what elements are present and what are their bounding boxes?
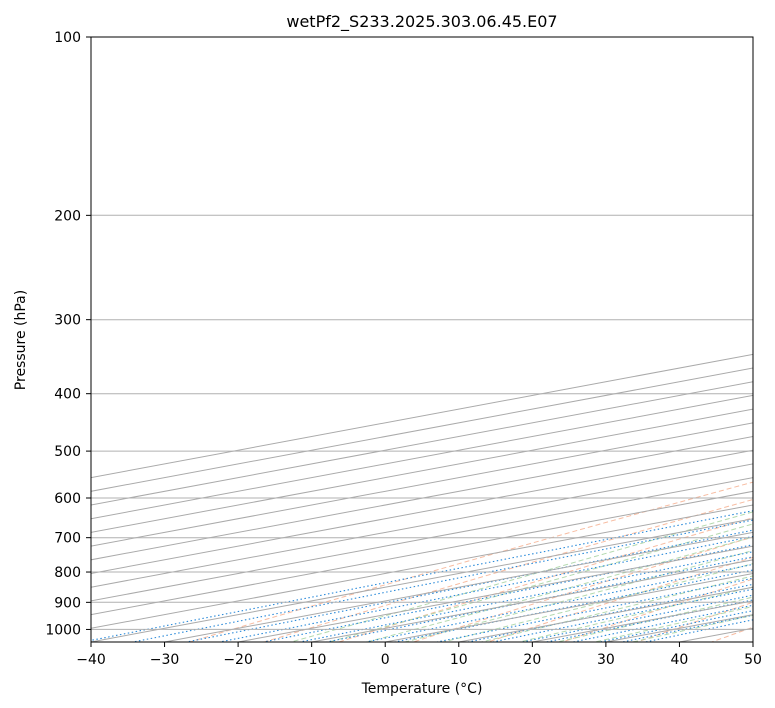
mixing-ratio-line bbox=[391, 569, 753, 642]
isotherm-line bbox=[91, 436, 753, 561]
dry-adiabat-line bbox=[411, 536, 753, 642]
mixing-ratio-line bbox=[363, 563, 753, 642]
chart-title: wetPf2_S233.2025.303.06.45.E07 bbox=[286, 12, 557, 32]
x-tick-label: 10 bbox=[450, 652, 468, 668]
y-tick-label: 800 bbox=[54, 565, 81, 581]
y-tick-label: 1000 bbox=[45, 622, 81, 638]
isotherm-line bbox=[91, 422, 753, 547]
dry-adiabat-line bbox=[187, 481, 753, 642]
x-tick-label: −30 bbox=[150, 652, 180, 668]
y-tick-label: 600 bbox=[54, 491, 81, 507]
y-tick-label: 100 bbox=[54, 30, 81, 46]
y-tick-label: 500 bbox=[54, 444, 81, 460]
moist-adiabat-line bbox=[441, 563, 753, 642]
dry-adiabat-line bbox=[561, 578, 753, 642]
dry-adiabat-line bbox=[262, 498, 753, 642]
x-axis-label: Temperature (°C) bbox=[361, 681, 483, 697]
isotherm-line bbox=[164, 531, 753, 642]
isotherm-line bbox=[91, 490, 753, 616]
x-tick-label: 20 bbox=[523, 652, 541, 668]
y-tick-label: 300 bbox=[54, 313, 81, 329]
moist-adiabat-line bbox=[517, 586, 753, 642]
moist-adiabat-line bbox=[402, 549, 753, 642]
isotherm-line bbox=[91, 518, 753, 642]
x-tick-label: 0 bbox=[381, 652, 390, 668]
moist-adiabat-line bbox=[592, 605, 753, 642]
plot-frame bbox=[90, 36, 754, 643]
x-tick-label: 40 bbox=[671, 652, 689, 668]
isotherm-line bbox=[91, 463, 753, 588]
isotherm-line bbox=[91, 449, 753, 575]
y-tick-label: 700 bbox=[54, 531, 81, 547]
dry-adiabat-line bbox=[635, 601, 753, 642]
moist-adiabat-line bbox=[326, 523, 753, 642]
y-tick-label: 900 bbox=[54, 595, 81, 611]
x-tick-label: −20 bbox=[223, 652, 253, 668]
x-tick-label: −10 bbox=[297, 652, 327, 668]
isotherm-line bbox=[91, 504, 753, 629]
isotherm-line bbox=[91, 477, 753, 602]
x-tick-label: 50 bbox=[744, 652, 762, 668]
x-tick-label: 30 bbox=[597, 652, 615, 668]
y-tick-label: 400 bbox=[54, 387, 81, 403]
y-axis-label: Pressure (hPa) bbox=[13, 290, 29, 390]
y-tick-label: 200 bbox=[54, 208, 81, 224]
x-tick-label: −40 bbox=[76, 652, 106, 668]
